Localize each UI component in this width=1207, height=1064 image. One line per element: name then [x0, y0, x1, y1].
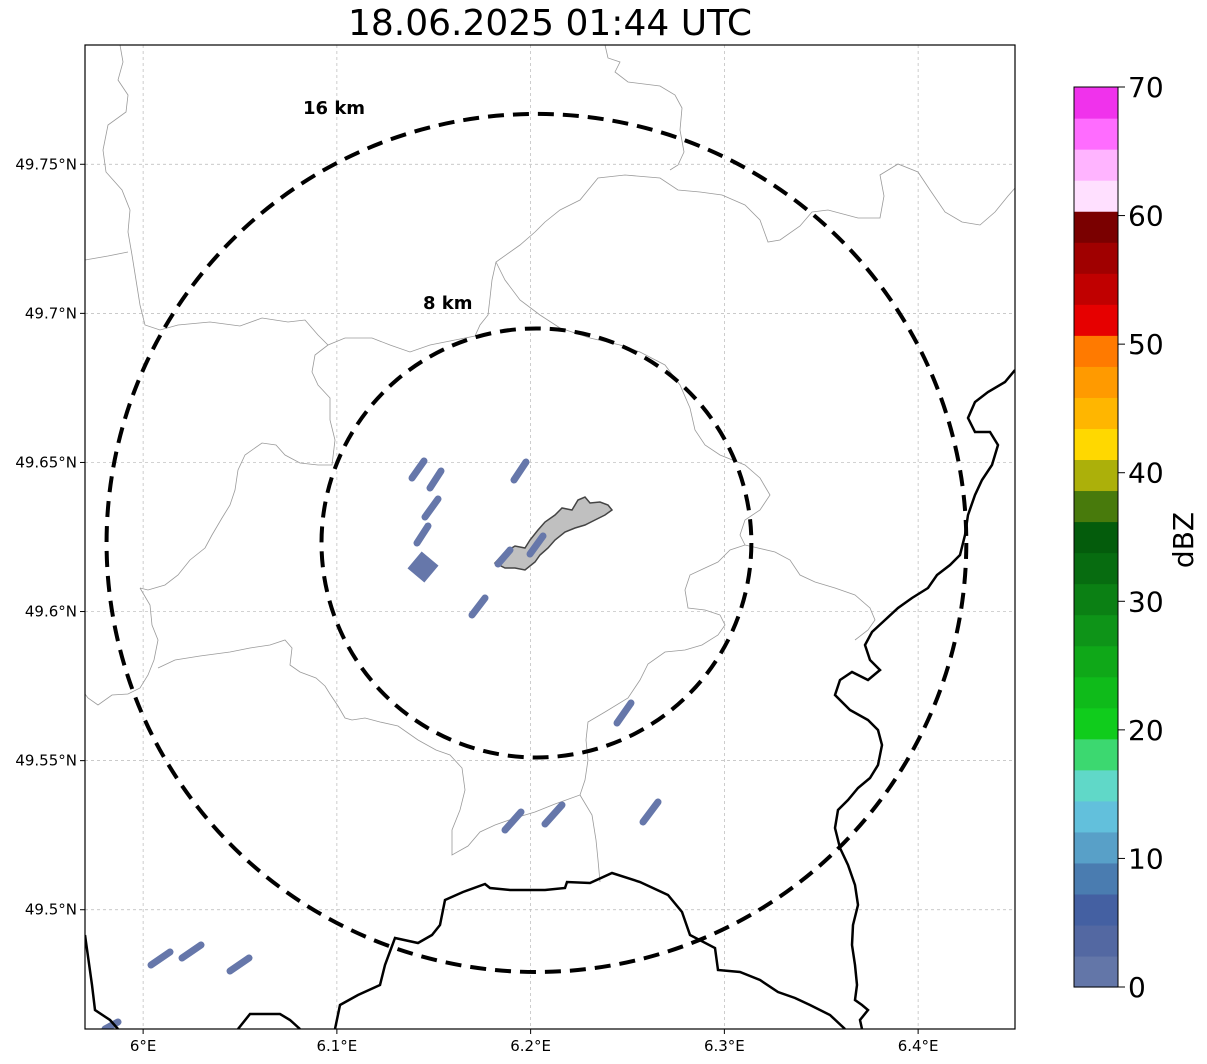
admin-border	[85, 251, 129, 261]
admin-borders	[85, 45, 1015, 883]
colorbar-segment	[1074, 738, 1118, 771]
radar-echo	[501, 808, 525, 834]
page-title: 18.06.2025 01:44 UTC	[347, 3, 753, 44]
colorbar-tick-label: 30	[1128, 585, 1164, 618]
range-ring	[319, 326, 754, 760]
radar-echo	[613, 699, 635, 727]
city-area	[493, 496, 614, 571]
radar-echo-cluster	[407, 551, 439, 583]
colorbar-tick-label: 40	[1128, 457, 1164, 490]
y-tick-label: 49.7°N	[25, 304, 77, 322]
y-tick-label: 49.5°N	[25, 901, 77, 919]
country-border	[237, 1012, 301, 1029]
colorbar-segment	[1074, 211, 1118, 243]
colorbar-segment	[1074, 800, 1118, 833]
colorbar-segment	[1074, 273, 1118, 305]
y-tick-label: 49.65°N	[15, 453, 77, 471]
colorbar-tick-label: 10	[1128, 842, 1164, 875]
colorbar-segment	[1074, 304, 1118, 336]
colorbar-segment	[1074, 490, 1118, 523]
colorbar-segment	[1074, 242, 1118, 274]
ring-label-8km: 8 km	[423, 293, 473, 314]
radar-echo	[494, 546, 514, 568]
radar-echo	[226, 954, 253, 975]
radar-echo	[639, 798, 662, 826]
ring-label-16km: 16 km	[303, 98, 365, 119]
admin-border	[604, 45, 685, 171]
colorbar-segment	[1074, 583, 1118, 616]
radar-echo	[468, 594, 489, 619]
radar-echo	[408, 457, 428, 482]
admin-border	[85, 587, 159, 706]
colorbar-tick-label: 0	[1128, 971, 1146, 1004]
range-ring	[104, 111, 969, 975]
admin-border	[684, 544, 876, 641]
colorbar-segment	[1074, 459, 1118, 492]
y-tick-label: 49.75°N	[15, 155, 77, 173]
admin-border	[579, 794, 601, 883]
colorbar-segment	[1074, 180, 1118, 212]
radar-echo	[101, 1018, 122, 1029]
country-border	[833, 369, 1015, 1029]
colorbar-segment	[1074, 335, 1118, 367]
colorbar-segment	[1074, 769, 1118, 802]
gridlines	[85, 45, 1015, 1029]
admin-border	[495, 261, 771, 546]
colorbar-segment	[1074, 149, 1118, 181]
radar-echo	[147, 948, 174, 969]
colorbar-segment	[1074, 676, 1118, 709]
country-border	[85, 934, 119, 1029]
colorbar-tick-label: 60	[1128, 200, 1164, 233]
admin-border	[139, 344, 336, 591]
map-frame	[84, 44, 1016, 1030]
x-tick-label: 6.3°E	[704, 1037, 745, 1055]
colorbar-label: dBZ	[1167, 512, 1200, 568]
x-tick-label: 6.4°E	[898, 1037, 939, 1055]
colorbar-tick-label: 20	[1128, 714, 1164, 747]
colorbar-segment	[1074, 87, 1118, 119]
colorbar-segment	[1074, 118, 1118, 150]
radar-echo	[178, 941, 205, 962]
colorbar-segment	[1074, 397, 1118, 429]
radar-echoes	[101, 457, 662, 1029]
colorbar-segment	[1074, 521, 1118, 554]
colorbar: 0 10 20 30 40 50 60 70	[1073, 71, 1164, 1004]
y-tick-label: 49.6°N	[25, 603, 77, 621]
admin-border	[102, 45, 1015, 353]
radar-echo	[421, 495, 442, 521]
radar-echo	[413, 522, 432, 547]
radar-echo	[526, 532, 547, 558]
colorbar-segment	[1074, 366, 1118, 398]
colorbar-segment	[1074, 924, 1118, 957]
x-axis: 6°E 6.1°E 6.2°E 6.3°E 6.4°E	[130, 1029, 939, 1055]
country-border	[333, 871, 846, 1029]
colorbar-segment	[1074, 645, 1118, 678]
colorbar-segment	[1074, 893, 1118, 926]
x-tick-label: 6.1°E	[316, 1037, 357, 1055]
colorbar-segment	[1074, 862, 1118, 895]
colorbar-segment	[1074, 428, 1118, 461]
colorbar-segment	[1074, 955, 1118, 988]
colorbar-tick-label: 70	[1128, 71, 1164, 104]
colorbar-segment	[1074, 614, 1118, 647]
x-tick-label: 6°E	[130, 1037, 157, 1055]
colorbar-segment	[1074, 707, 1118, 740]
colorbar-segment	[1074, 552, 1118, 585]
x-tick-label: 6.2°E	[510, 1037, 551, 1055]
colorbar-frame	[1073, 86, 1119, 988]
radar-echo	[426, 467, 445, 492]
colorbar-segment	[1074, 831, 1118, 864]
country-borders	[85, 369, 1015, 1029]
y-axis: 49.75°N 49.7°N 49.65°N 49.6°N 49.55°N 49.5°N	[15, 155, 85, 919]
admin-border	[157, 614, 726, 856]
y-tick-label: 49.55°N	[15, 752, 77, 770]
radar-echo	[510, 458, 530, 484]
colorbar-tick-label: 50	[1128, 328, 1164, 361]
range-rings	[104, 111, 969, 975]
radar-echo	[541, 801, 566, 828]
